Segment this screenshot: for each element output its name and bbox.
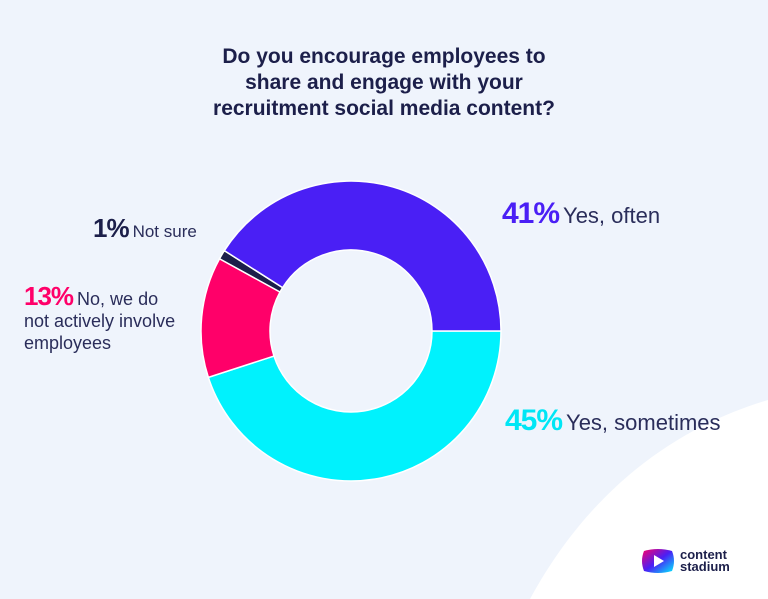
slice-label: Yes, often — [563, 203, 661, 228]
logo-text: content — [680, 547, 727, 562]
chart-title: Do you encourage employees to share and … — [0, 44, 768, 122]
label-no: 13% No, we do not actively involve employ… — [24, 283, 176, 354]
logo-text: stadium — [680, 559, 730, 574]
pct-label: 45% — [505, 404, 563, 437]
slice-label: employees — [24, 333, 112, 353]
pct-label: 13% — [24, 281, 74, 311]
content-stadium-logo: content stadium — [641, 548, 730, 574]
pct-label: 41% — [502, 197, 560, 230]
slice-label: No, we do — [77, 289, 159, 309]
pct-label: 1% — [93, 213, 130, 243]
title-line: recruitment social media content? — [213, 97, 555, 120]
title-line: share and engage with your — [245, 71, 523, 94]
logo-play-icon — [642, 549, 674, 573]
title-line: Do you encourage employees to — [222, 45, 546, 68]
label-yes-often: 41% Yes, often — [502, 199, 661, 229]
label-not-sure: 1% Not sure — [93, 215, 197, 243]
label-yes-sometimes: 45% Yes, sometimes — [505, 406, 721, 436]
slice-yes-often — [223, 180, 502, 332]
slice-label: not actively involve — [24, 311, 176, 331]
slice-yes-sometimes — [207, 330, 502, 482]
slice-label: Not sure — [132, 222, 197, 241]
slice-label: Yes, sometimes — [566, 410, 721, 435]
